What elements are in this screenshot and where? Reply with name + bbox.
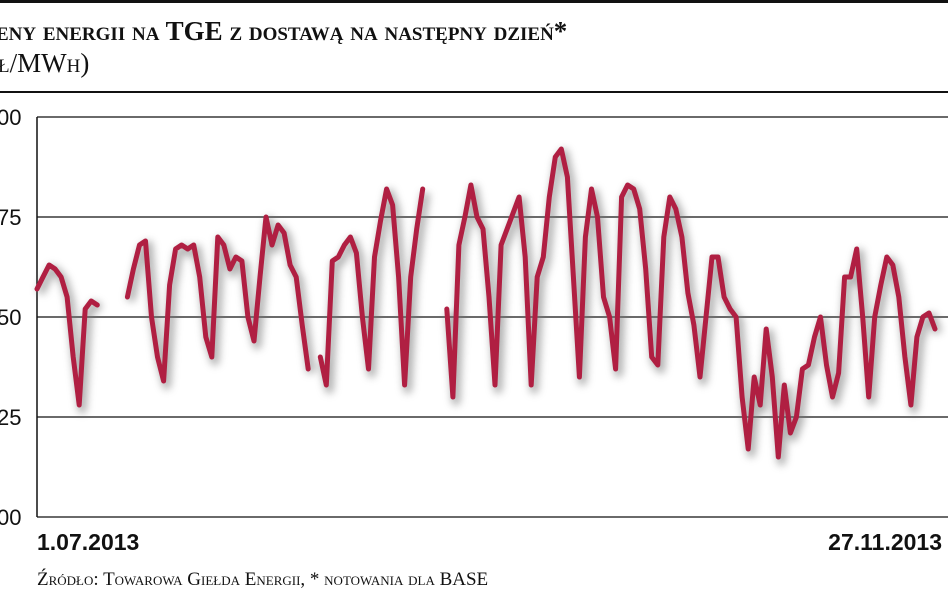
y-tick-label: 50 xyxy=(0,305,21,330)
plot-area: 00 25 50 75 00 1.07.2013 27.11.2013 xyxy=(0,105,948,555)
source-note: Źródło: Towarowa Giełda Energii, * notow… xyxy=(37,568,488,590)
chart-title: eny energii na TGE z dostawą na następny… xyxy=(0,16,567,46)
x-tick-label: 1.07.2013 xyxy=(37,529,139,555)
chart-subtitle: ł/MWh) xyxy=(0,48,89,78)
top-rule xyxy=(0,0,948,3)
y-tick-label: 00 xyxy=(0,505,21,530)
x-tick-label: 27.11.2013 xyxy=(828,529,942,555)
series-line xyxy=(34,146,938,460)
header-rule xyxy=(0,91,948,93)
y-tick-label: 75 xyxy=(0,205,21,230)
y-tick-label: 00 xyxy=(0,105,21,130)
y-tick-label: 25 xyxy=(0,405,21,430)
